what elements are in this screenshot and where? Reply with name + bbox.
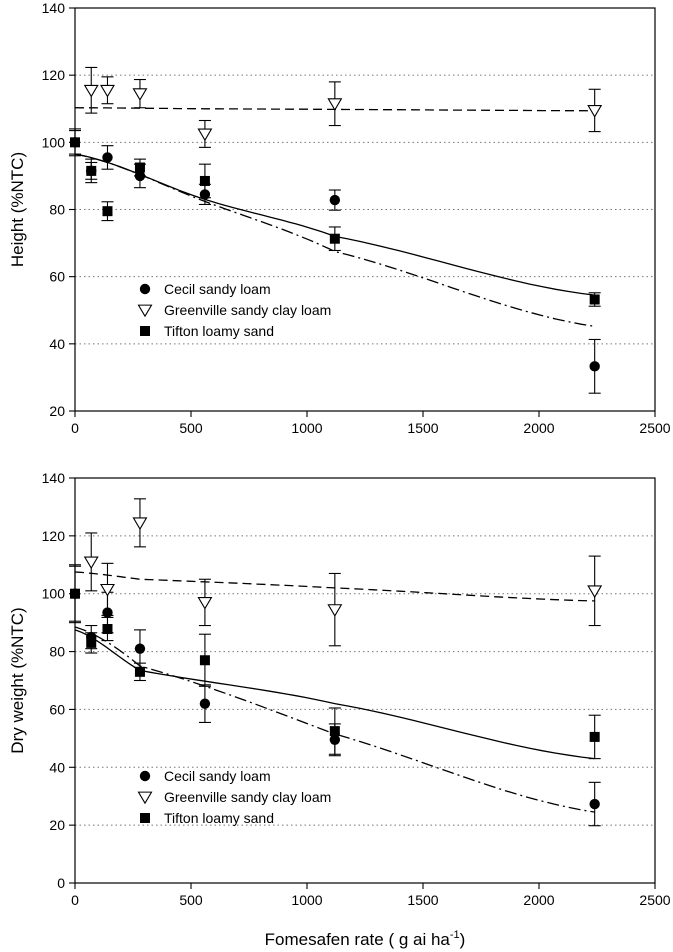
x-tick-label: 500 bbox=[179, 892, 203, 908]
data-point-tifton-loamy-sand bbox=[86, 637, 97, 648]
data-point-tifton-loamy-sand bbox=[86, 165, 97, 176]
legend-label: Greenville sandy clay loam bbox=[164, 302, 331, 318]
data-point-cecil-sandy-loam bbox=[199, 698, 211, 709]
data-point-tifton-loamy-sand bbox=[199, 175, 210, 186]
plot-frame bbox=[74, 477, 656, 884]
data-point-greenville-sandy-clay-loam bbox=[83, 84, 99, 98]
legend-label: Tifton loamy sand bbox=[164, 323, 274, 339]
data-point-greenville-sandy-clay-loam bbox=[132, 88, 148, 101]
data-point-tifton-loamy-sand bbox=[589, 294, 600, 305]
data-point-greenville-sandy-clay-loam bbox=[100, 84, 115, 98]
legend-label: Cecil sandy loam bbox=[164, 281, 271, 297]
x-tick-label: 1000 bbox=[291, 420, 322, 436]
y-tick-label: 60 bbox=[49, 269, 65, 285]
fit-curve-cecil-sandy-loam bbox=[74, 626, 595, 813]
legend-label: Tifton loamy sand bbox=[164, 810, 274, 826]
data-point-tifton-loamy-sand bbox=[70, 588, 80, 599]
fit-curve-tifton-loamy-sand bbox=[74, 153, 595, 296]
y-axis-title: Dry weight (%NTC) bbox=[8, 607, 27, 753]
data-point-tifton-loamy-sand bbox=[329, 233, 340, 244]
x-tick-label: 2500 bbox=[639, 420, 670, 436]
data-point-legend bbox=[140, 326, 150, 336]
data-point-cecil-sandy-loam bbox=[589, 361, 600, 372]
x-tick-label: 1500 bbox=[407, 892, 438, 908]
data-point-tifton-loamy-sand bbox=[102, 624, 113, 635]
data-point-tifton-loamy-sand bbox=[134, 666, 145, 677]
fit-curve-tifton-loamy-sand bbox=[74, 629, 595, 760]
data-point-legend bbox=[139, 283, 151, 295]
x-tick-label: 2000 bbox=[523, 420, 554, 436]
data-point-greenville-sandy-clay-loam bbox=[100, 583, 115, 597]
legend-label: Greenville sandy clay loam bbox=[164, 789, 331, 805]
y-tick-label: 120 bbox=[42, 528, 66, 544]
x-tick-label: 500 bbox=[179, 420, 203, 436]
data-point-tifton-loamy-sand bbox=[70, 137, 80, 148]
x-tick-label: 2000 bbox=[523, 892, 554, 908]
data-point-greenville-sandy-clay-loam bbox=[587, 105, 603, 118]
data-point-tifton-loamy-sand bbox=[199, 655, 210, 666]
data-point-tifton-loamy-sand bbox=[134, 162, 145, 173]
y-tick-label: 100 bbox=[42, 586, 66, 602]
y-tick-label: 0 bbox=[57, 875, 65, 891]
x-axis-title: Fomesafen rate ( g ai ha-1) bbox=[265, 929, 466, 949]
x-tick-label: 0 bbox=[71, 892, 79, 908]
y-axis-title: Height (%NTC) bbox=[8, 152, 27, 267]
data-point-legend bbox=[140, 813, 150, 823]
data-point-legend bbox=[139, 770, 151, 782]
y-tick-label: 80 bbox=[49, 644, 65, 660]
y-tick-label: 60 bbox=[49, 701, 65, 717]
data-point-greenville-sandy-clay-loam bbox=[327, 604, 343, 617]
y-tick-label: 20 bbox=[49, 817, 65, 833]
y-tick-label: 40 bbox=[49, 759, 65, 775]
data-point-tifton-loamy-sand bbox=[329, 726, 340, 737]
data-point-greenville-sandy-clay-loam bbox=[197, 596, 213, 610]
x-tick-label: 2500 bbox=[639, 892, 670, 908]
data-point-cecil-sandy-loam bbox=[589, 798, 600, 810]
data-point-legend bbox=[137, 791, 153, 805]
data-point-greenville-sandy-clay-loam bbox=[132, 517, 148, 531]
dry-weight-panel: 0 20 40 60 80 100 120 140 0 500 1000 1500 2000 2500 Dr… bbox=[8, 470, 671, 949]
x-tick-label: 0 bbox=[71, 420, 79, 436]
y-tick-label: 140 bbox=[42, 470, 66, 486]
data-point-cecil-sandy-loam bbox=[102, 152, 113, 163]
y-tick-label: 80 bbox=[49, 202, 65, 218]
legend-label: Cecil sandy loam bbox=[164, 768, 271, 784]
data-point-cecil-sandy-loam bbox=[329, 194, 341, 206]
data-point-greenville-sandy-clay-loam bbox=[197, 128, 213, 142]
x-tick-label: 1000 bbox=[291, 892, 322, 908]
y-tick-label: 100 bbox=[42, 134, 66, 150]
data-point-cecil-sandy-loam bbox=[134, 643, 146, 654]
x-tick-label: 1500 bbox=[407, 420, 438, 436]
data-point-tifton-loamy-sand bbox=[589, 731, 600, 742]
height-panel: 20 40 60 80 100 120 140 0 500 1000 1500 2000 2500 Hei… bbox=[8, 0, 671, 436]
y-tick-label: 120 bbox=[42, 67, 66, 83]
data-point-legend bbox=[137, 304, 153, 318]
y-tick-label: 20 bbox=[49, 403, 65, 419]
y-tick-label: 140 bbox=[42, 0, 66, 16]
data-point-greenville-sandy-clay-loam bbox=[83, 556, 99, 570]
x-axis-title-superscript: -1 bbox=[450, 929, 460, 941]
data-point-tifton-loamy-sand bbox=[102, 206, 113, 217]
data-point-greenville-sandy-clay-loam bbox=[587, 585, 603, 599]
x-axis-title-end: ) bbox=[460, 930, 466, 949]
data-point-greenville-sandy-clay-loam bbox=[327, 98, 343, 111]
y-tick-label: 40 bbox=[49, 336, 65, 352]
x-axis-title-main: Fomesafen rate ( g ai ha bbox=[265, 930, 451, 949]
